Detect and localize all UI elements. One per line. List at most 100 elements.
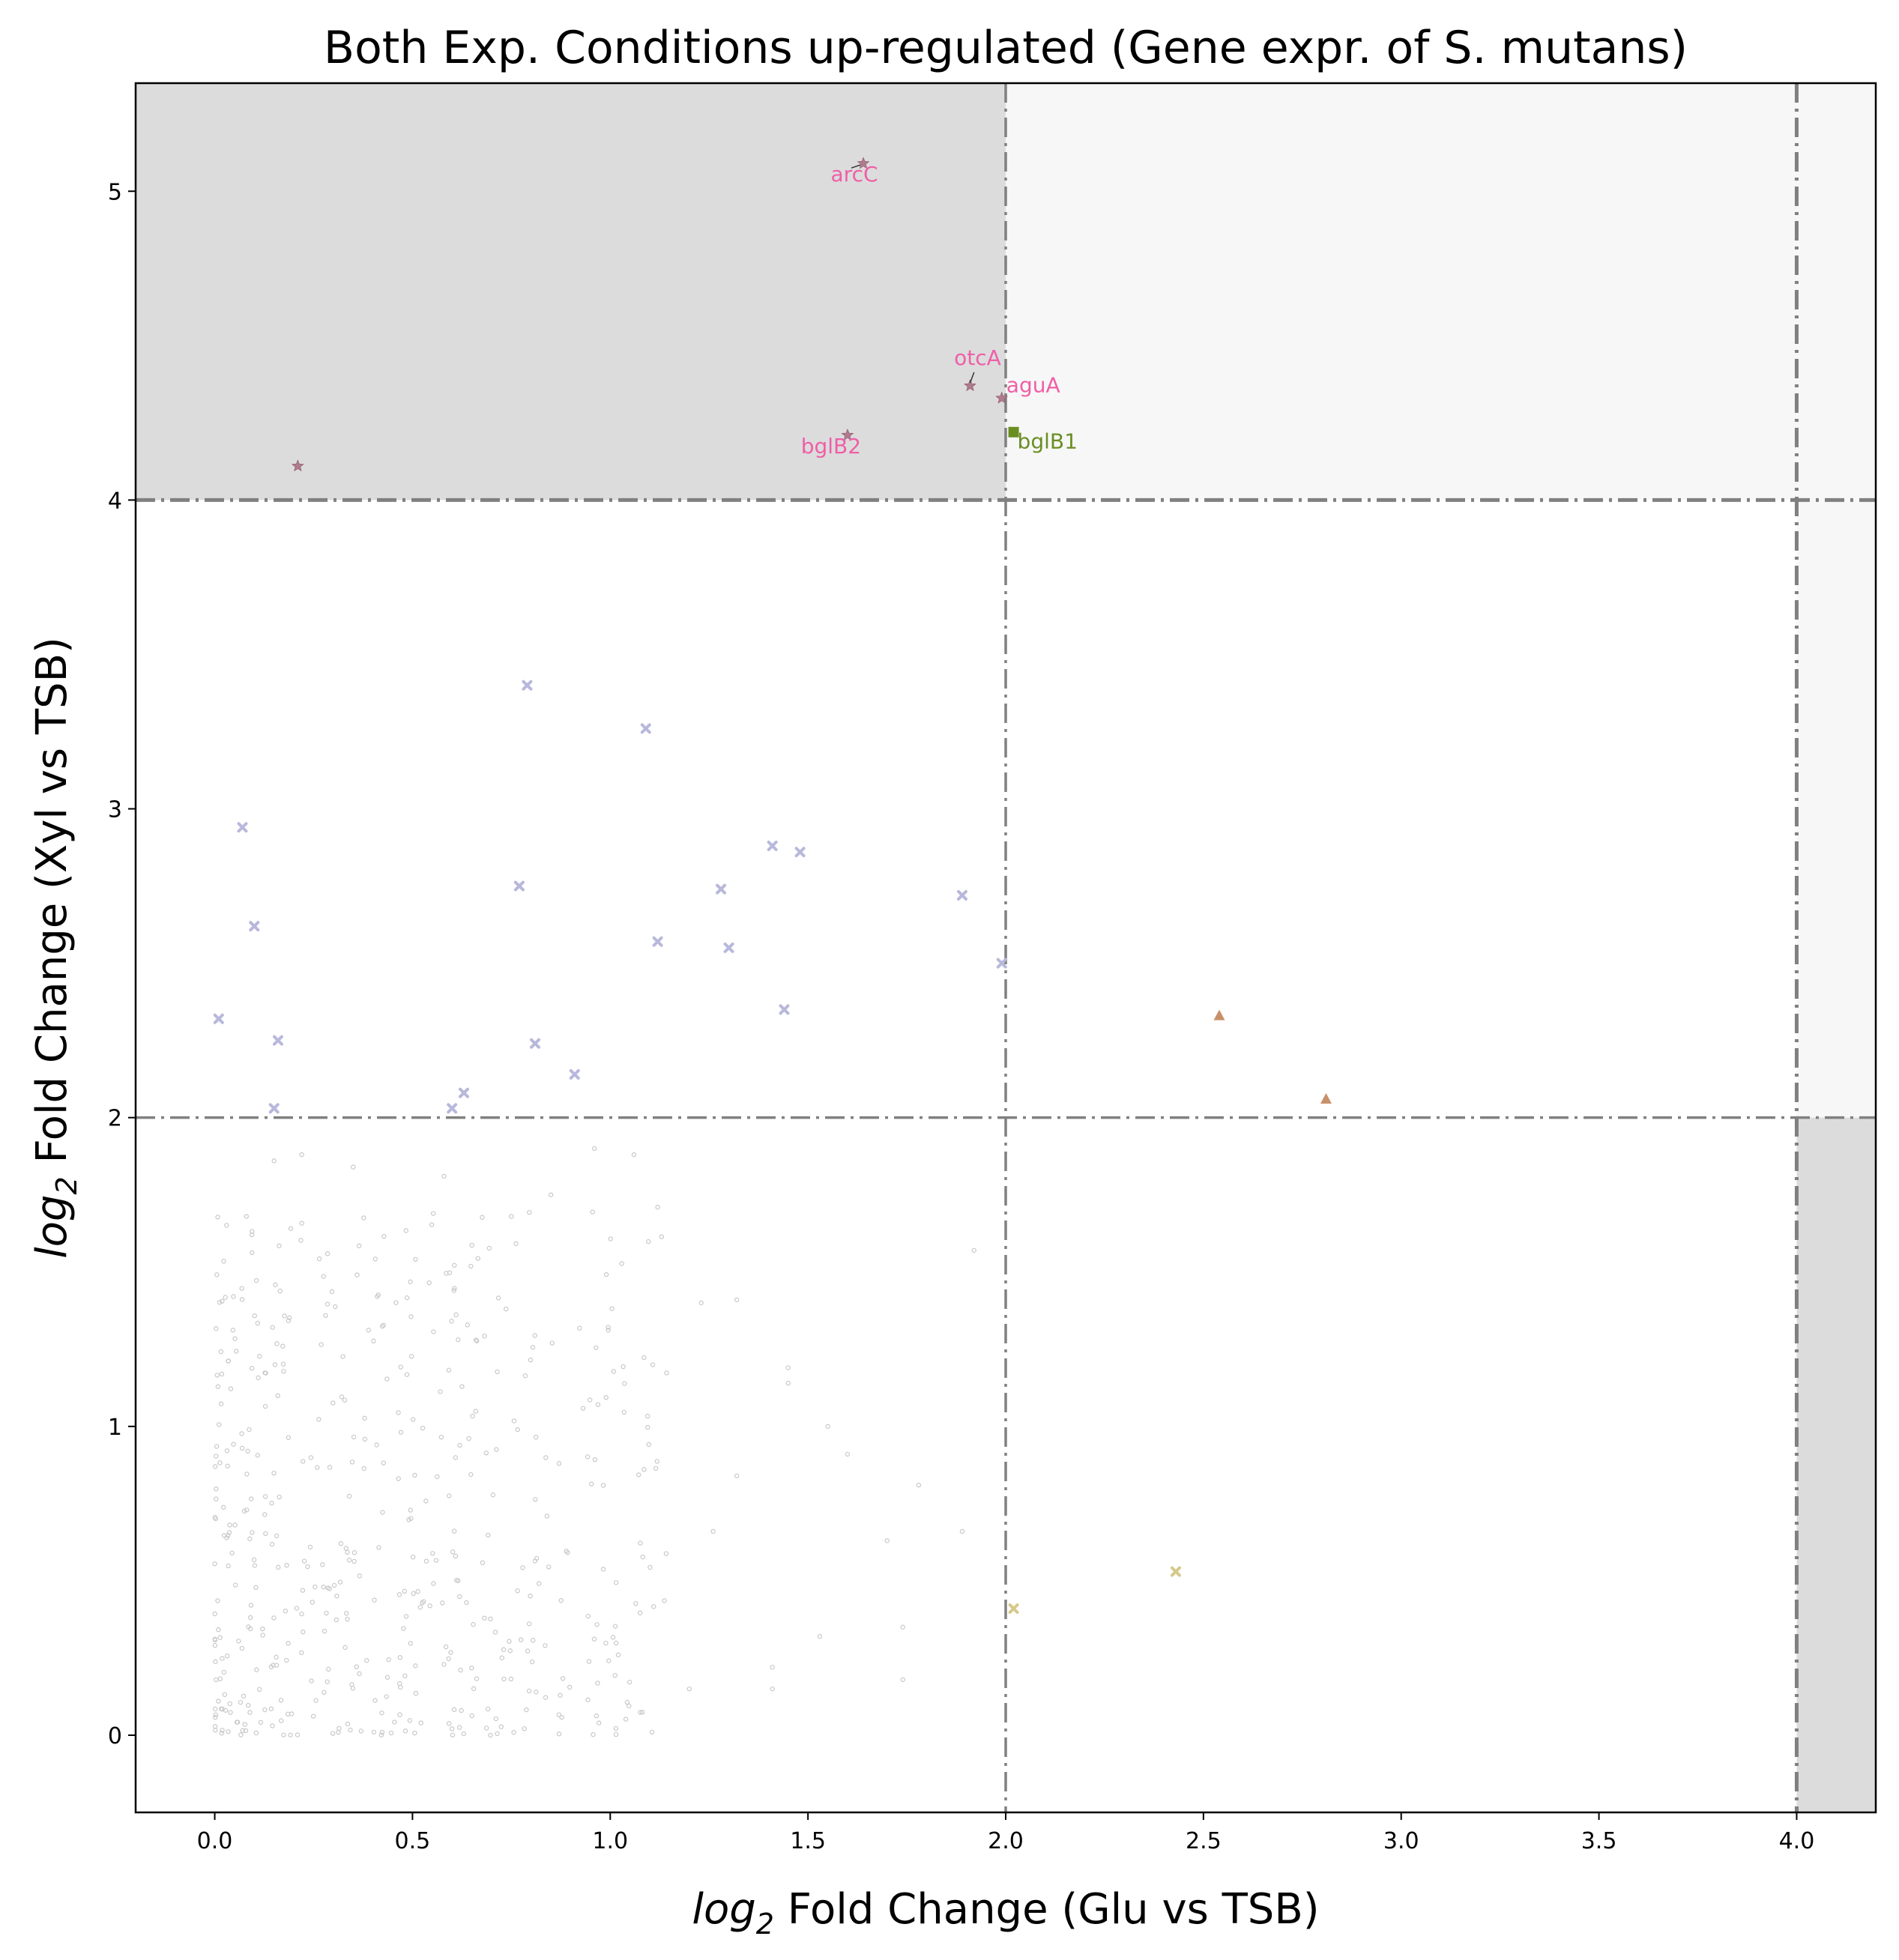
background-point [226,1533,231,1538]
background-point [214,1496,219,1501]
background-point [268,1706,274,1711]
background-point [659,1234,664,1239]
background-point [315,1465,320,1470]
background-point [448,1650,453,1655]
background-point [492,1630,498,1635]
background-point [247,1427,252,1433]
background-point [337,1579,343,1585]
background-point [402,1588,408,1594]
background-point [525,1648,531,1654]
threshold-lines [136,83,1876,1812]
background-point [219,1731,224,1736]
background-point [511,1418,517,1424]
x-tick-label: 1.5 [790,1828,826,1854]
background-point [453,1312,459,1318]
background-point [362,1415,367,1421]
background-point [321,1274,326,1279]
data-point [249,921,260,932]
background-point [609,1306,615,1311]
background-point [338,1540,344,1546]
background-point [376,1545,381,1550]
background-point [214,1272,220,1277]
background-point [403,1228,408,1233]
background-point [453,1553,459,1559]
background-point [354,1272,360,1277]
background-point [324,1301,330,1307]
background-point [559,1714,564,1720]
background-point [613,1725,619,1731]
background-point [351,1164,356,1170]
background-point [239,1431,244,1436]
background-point [531,1638,536,1643]
data-point [1170,1566,1181,1577]
background-point [785,1380,791,1386]
background-point [216,1627,221,1633]
background-point [258,1719,264,1725]
background-point [397,1712,402,1717]
background-point [213,1715,218,1720]
background-point [603,1271,609,1277]
background-point [217,1676,223,1681]
background-point [299,1611,304,1617]
background-point [408,1314,414,1319]
background-point [339,1394,345,1400]
background-point [611,1369,616,1374]
y-tick-label: 5 [108,179,122,205]
background-point [900,1677,905,1682]
background-point [215,1384,221,1389]
background-point [252,1563,258,1568]
background-point [501,1676,507,1682]
x-tick-label: 2.5 [1186,1828,1222,1854]
background-point [346,1558,352,1563]
background-point [238,1732,244,1737]
background-point [594,1622,600,1627]
y-axis-ticks: 0 1 2 3 4 5 [108,179,136,1749]
background-point [647,1564,653,1570]
background-point [402,1673,408,1678]
background-point [396,1591,402,1597]
background-point [262,1403,268,1409]
background-point [225,1463,230,1469]
background-point [413,1256,418,1262]
x-tick-label: 0.0 [197,1828,233,1854]
background-point [351,1558,357,1564]
background-point [651,1604,656,1609]
background-point [239,1297,245,1302]
shaded-region-2 [1796,500,1876,1118]
background-point [212,1642,218,1648]
background-point [645,1413,650,1419]
background-point [323,1313,328,1318]
background-point [662,1598,667,1603]
chart-title: Both Exp. Conditions up-regulated (Gene … [324,22,1688,74]
background-point [533,1435,539,1440]
background-point [218,1401,224,1406]
background-point [426,1280,432,1286]
background-point [594,1713,600,1719]
background-point [466,1436,471,1442]
background-point [213,1659,218,1665]
background-point [585,1454,591,1460]
background-point [217,1300,223,1305]
background-point [372,1698,378,1703]
data-point [292,459,304,472]
background-point [280,1361,286,1367]
background-point [459,1384,465,1389]
background-point [381,1322,386,1328]
background-point [345,1616,350,1622]
background-point [247,1536,253,1542]
background-point [280,1343,286,1349]
background-point [249,1232,255,1238]
background-point [313,1584,318,1590]
background-point [316,1256,322,1262]
background-point [403,1614,409,1619]
background-point [219,1371,225,1377]
background-point [212,1637,218,1642]
background-point [277,1243,282,1249]
background-point [633,1600,638,1606]
background-point [242,1722,247,1727]
background-point [451,1288,456,1293]
background-point [507,1639,512,1644]
background-point [212,1611,217,1617]
background-point [222,1692,228,1697]
background-point [591,1636,597,1642]
